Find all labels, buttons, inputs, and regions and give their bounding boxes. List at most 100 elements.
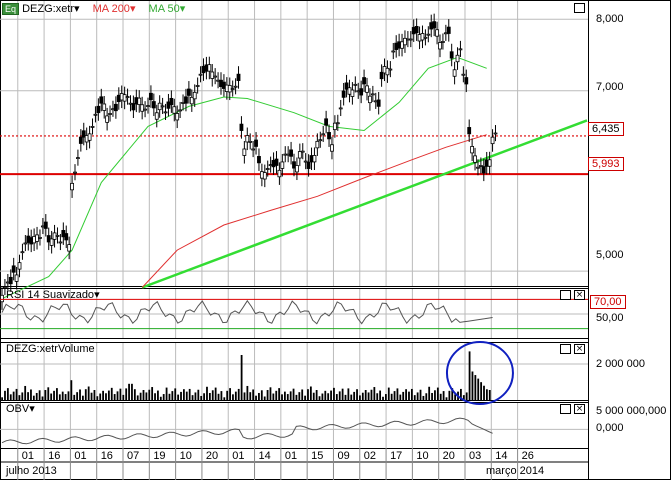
volume-bar (477, 378, 480, 400)
candle-body (338, 107, 343, 110)
obv-label[interactable]: OBV (6, 403, 30, 415)
obv-dropdown-icon[interactable]: ▾ (29, 403, 35, 415)
candle-body (473, 155, 477, 163)
symbol-dropdown-icon[interactable]: ▾ (74, 3, 80, 15)
rsi-dropdown-icon[interactable]: ▾ (94, 289, 100, 301)
volume-bar (448, 390, 451, 400)
volume-bar (159, 396, 162, 400)
volume-close-icon[interactable]: × (574, 344, 585, 354)
volume-bar (220, 391, 223, 400)
candle-body (292, 161, 296, 169)
candle-body (403, 37, 407, 46)
candle-body (452, 69, 457, 77)
volume-bar (359, 395, 361, 400)
volume-bar (393, 391, 396, 400)
volume-bar (321, 393, 324, 400)
volume-bar (119, 388, 122, 400)
volume-bar (462, 395, 465, 400)
x-tick-label: 19 (153, 450, 166, 462)
x-tick-label: 01 (232, 450, 245, 462)
ma200-dropdown-icon[interactable]: ▾ (129, 3, 136, 15)
x-tick-label: 07 (127, 450, 140, 462)
x-tick-label: 17 (390, 450, 403, 462)
volume-bar (102, 390, 104, 400)
rsi-label[interactable]: RSI 14 Suavizado (6, 289, 95, 301)
volume-bar (367, 392, 370, 400)
volume-bar (223, 397, 226, 400)
volume-bar (145, 392, 148, 400)
volume-bar (53, 390, 55, 400)
volume-bar (35, 392, 38, 400)
candle-body (213, 75, 218, 78)
candle-body (408, 38, 413, 41)
month-label-start: julho 2013 (6, 465, 57, 477)
candle-body (67, 244, 72, 252)
equity-badge: Eq (2, 3, 20, 15)
volume-bar (330, 390, 332, 400)
candle-body (280, 161, 285, 169)
price-legend: Eq DEZG:xetr▾ MA 200▾ MA 50▾ (2, 2, 185, 15)
ma200-label[interactable]: MA 200 (92, 3, 130, 15)
obv-maximize-icon[interactable] (560, 404, 571, 414)
volume-bar (353, 391, 356, 400)
obv-tick-label: 5 000 000,000 (596, 405, 667, 417)
candle-body (8, 276, 13, 285)
x-tick-label: 16 (48, 450, 61, 462)
volume-bar (211, 390, 214, 400)
candle-body (487, 159, 492, 167)
candle-body (195, 85, 200, 87)
candle-body (414, 26, 419, 34)
volume-maximize-icon[interactable] (560, 344, 571, 354)
candle-body (207, 64, 212, 72)
obv-close-icon[interactable]: × (574, 404, 585, 414)
rsi-close-icon[interactable]: × (574, 290, 585, 300)
candle-body (324, 118, 329, 126)
volume-bar (324, 390, 327, 400)
volume-bar (347, 388, 350, 400)
volume-bar (405, 389, 407, 400)
candle-body (102, 103, 107, 111)
candle-body (96, 105, 101, 114)
rsi-maximize-icon[interactable] (560, 290, 571, 300)
candle-body (163, 111, 168, 114)
candle-body (64, 233, 69, 241)
volume-bar (217, 393, 220, 400)
ma50-dropdown-icon[interactable]: ▾ (179, 3, 186, 15)
volume-bar (396, 388, 399, 400)
volume-bar (12, 391, 15, 400)
x-tick-label: 14 (258, 450, 271, 462)
candle-body (198, 73, 203, 76)
volume-label[interactable]: DEZG:xetrVolume (6, 343, 95, 355)
volume-bar (376, 393, 379, 400)
candle-body (306, 161, 311, 169)
x-tick-label: 16 (100, 450, 113, 462)
candle-body (87, 133, 92, 141)
candle-body (481, 166, 486, 174)
volume-bar (234, 391, 237, 400)
symbol-label[interactable]: DEZG:xetr (22, 3, 75, 15)
volume-bar (373, 387, 376, 400)
candle-body (14, 274, 19, 282)
candle-body (3, 286, 7, 289)
volume-bar (419, 389, 422, 400)
volume-bar (70, 380, 73, 400)
volume-bar (485, 389, 488, 400)
volume-bar (295, 394, 298, 400)
volume-bar (399, 394, 402, 400)
candle-body (350, 89, 355, 97)
volume-bar (289, 391, 292, 400)
volume-bar (188, 388, 191, 400)
candle-body (73, 171, 77, 174)
obv-tick-label: 0,000 (596, 422, 624, 434)
candle-body (303, 160, 308, 163)
volume-bar (30, 389, 32, 400)
volume-bar (79, 389, 81, 400)
volume-bar (18, 395, 21, 400)
maximize-icon[interactable] (574, 3, 585, 13)
candle-body (300, 150, 305, 153)
candle-body (169, 97, 174, 106)
ma50-label[interactable]: MA 50 (148, 3, 180, 15)
volume-bar (460, 388, 462, 400)
candle-body (265, 168, 270, 170)
volume-bar (488, 390, 491, 400)
